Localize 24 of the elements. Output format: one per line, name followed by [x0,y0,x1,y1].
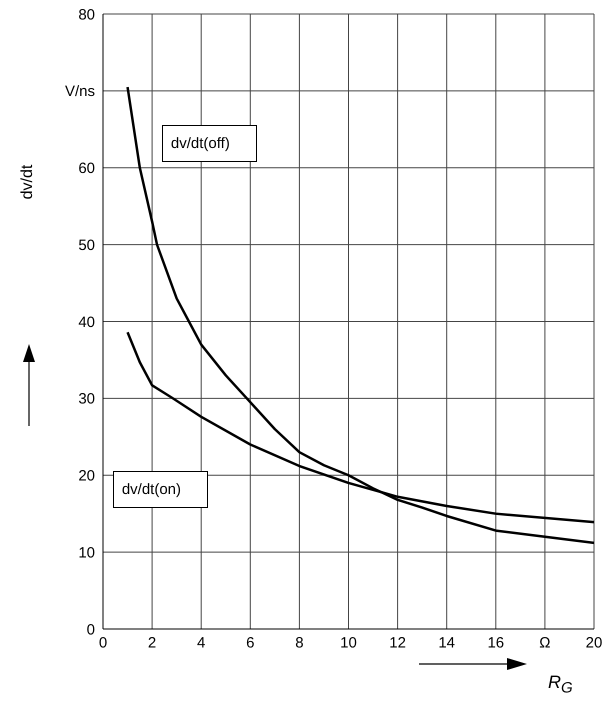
x-tick-label: 0 [98,634,108,652]
x-axis-title: R$_{G}$ [548,672,573,697]
y-tick-label: 80 [78,6,95,24]
y-tick-label: V/ns [64,83,95,100]
y-tick-label: 10 [78,544,95,562]
x-tick-label: 20 [586,634,602,652]
text: dv/dt(off) [162,124,257,162]
x-tick-label: 12 [389,634,406,652]
y-axis-title: dv/dt [19,164,37,202]
x-tick-label: 6 [246,634,254,652]
x-tick-label: 4 [197,634,206,652]
y-tick-label: 60 [78,160,95,178]
x-tick-label: 8 [295,634,304,652]
y-tick-label: 0 [86,621,95,638]
x-tick-label: 14 [438,634,456,652]
text: dv/dt(on) [112,470,208,508]
y-tick-label: 30 [78,390,95,408]
y-tick-label: 50 [78,236,95,254]
y-tick-label: 40 [78,314,95,331]
x-tick-label: 10 [340,634,357,652]
x-tick-label: 16 [487,634,504,652]
x-tick-label: Ω [539,634,551,652]
x-tick-label: 2 [148,634,156,652]
y-tick-label: 20 [78,468,95,485]
